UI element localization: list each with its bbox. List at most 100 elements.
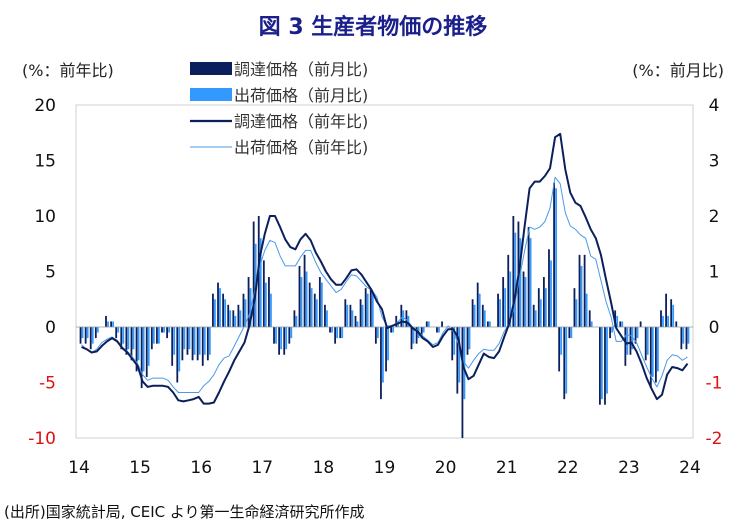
bar-output-mom: [163, 327, 165, 333]
bar-purchase-mom: [507, 254, 510, 327]
bar-output-mom: [524, 277, 527, 327]
bar-purchase-mom: [222, 293, 225, 327]
bar-purchase-mom: [268, 277, 270, 327]
bar-output-mom: [290, 327, 293, 339]
bar-output-mom: [341, 327, 344, 339]
bar-output-mom: [147, 327, 150, 366]
bar-output-mom: [81, 327, 84, 339]
bar-output-mom: [504, 288, 507, 327]
bar-output-mom: [631, 327, 634, 350]
bar-purchase-mom: [604, 327, 606, 405]
bar-purchase-mom: [502, 277, 505, 327]
bar-output-mom: [112, 321, 114, 327]
bar-purchase-mom: [120, 327, 123, 350]
left-tick-label: 15: [34, 152, 56, 172]
bar-purchase-mom: [217, 282, 219, 327]
bar-output-mom: [188, 327, 191, 350]
bar-purchase-mom: [303, 254, 306, 327]
x-tick-label: 15: [129, 458, 151, 478]
bar-output-mom: [315, 299, 318, 327]
bar-purchase-mom: [237, 304, 240, 327]
bar-output-mom: [158, 327, 160, 344]
bar-output-mom: [285, 327, 288, 350]
right-tick-label: -1: [706, 374, 723, 394]
bar-purchase-mom: [395, 315, 398, 327]
bar-output-mom: [544, 288, 547, 327]
right-tick-label: 4: [709, 96, 720, 116]
bar-output-mom: [687, 327, 690, 344]
bar-output-mom: [142, 327, 145, 372]
right-tick-label: 0: [709, 318, 720, 338]
bar-output-mom: [387, 327, 389, 361]
right-tick-label: 2: [709, 207, 720, 227]
bar-purchase-mom: [558, 327, 561, 372]
bar-output-mom: [453, 327, 456, 355]
bar-purchase-mom: [380, 327, 382, 400]
bar-purchase-mom: [456, 327, 459, 394]
bar-purchase-mom: [553, 182, 555, 327]
bar-purchase-mom: [247, 277, 250, 327]
bar-output-mom: [152, 327, 155, 344]
plot-area: [75, 104, 694, 439]
bar-purchase-mom: [84, 327, 87, 344]
bar-output-mom: [509, 271, 512, 327]
bar-output-mom: [117, 327, 120, 333]
left-tick-label: -5: [39, 374, 56, 394]
bar-output-mom: [519, 238, 522, 327]
legend-label: 調達価格（前年比): [234, 112, 368, 131]
bar-purchase-mom: [313, 293, 316, 327]
bar-purchase-mom: [329, 327, 331, 333]
x-tick-label: 24: [679, 458, 701, 478]
bar-output-mom: [473, 304, 476, 327]
bar-output-mom: [580, 265, 583, 327]
bar-purchase-mom: [181, 327, 184, 361]
lines-group: [81, 132, 689, 405]
bar-output-mom: [539, 299, 542, 327]
bar-purchase-mom: [685, 327, 688, 350]
bar-purchase-mom: [527, 227, 530, 327]
bar-output-mom: [657, 327, 659, 372]
bar-purchase-mom: [639, 321, 642, 327]
bar-purchase-mom: [364, 288, 367, 327]
bar-output-mom: [646, 327, 649, 355]
bar-output-mom: [483, 310, 486, 327]
bar-output-mom: [626, 327, 629, 355]
bar-purchase-mom: [522, 271, 525, 327]
bar-purchase-mom: [466, 327, 469, 355]
bar-output-mom: [611, 327, 613, 333]
bar-purchase-mom: [578, 254, 581, 327]
bar-output-mom: [356, 321, 359, 327]
left-tick-label: 10: [34, 207, 56, 227]
source-note: (出所)国家統計局, CEIC より第一生命経済研究所作成: [4, 503, 365, 521]
bar-output-mom: [361, 304, 364, 327]
bar-purchase-mom: [425, 321, 428, 327]
bar-output-mom: [310, 288, 313, 327]
bar-purchase-mom: [619, 321, 622, 327]
x-tick-label: 23: [618, 458, 640, 478]
bar-output-mom: [132, 327, 135, 350]
bar-output-mom: [499, 299, 501, 327]
bar-purchase-mom: [186, 327, 189, 355]
bar-purchase-mom: [548, 249, 550, 327]
bar-output-mom: [575, 299, 578, 327]
bar-purchase-mom: [390, 327, 393, 333]
x-tick-label: 22: [557, 458, 579, 478]
bar-purchase-mom: [512, 216, 515, 327]
bar-output-mom: [183, 327, 186, 350]
bar-purchase-mom: [624, 327, 627, 366]
bar-output-mom: [682, 327, 685, 344]
bar-output-mom: [305, 271, 308, 327]
bar-purchase-mom: [176, 327, 179, 383]
bar-purchase-mom: [461, 327, 464, 438]
legend-swatch-purchase-mom: [190, 62, 232, 75]
bar-purchase-mom: [471, 299, 474, 327]
bar-output-mom: [331, 327, 333, 333]
x-tick-label: 18: [313, 458, 335, 478]
bar-purchase-mom: [588, 310, 591, 327]
bar-output-mom: [651, 327, 654, 377]
bar-purchase-mom: [318, 277, 321, 327]
bar-purchase-mom: [410, 327, 413, 350]
bar-purchase-mom: [680, 327, 683, 350]
